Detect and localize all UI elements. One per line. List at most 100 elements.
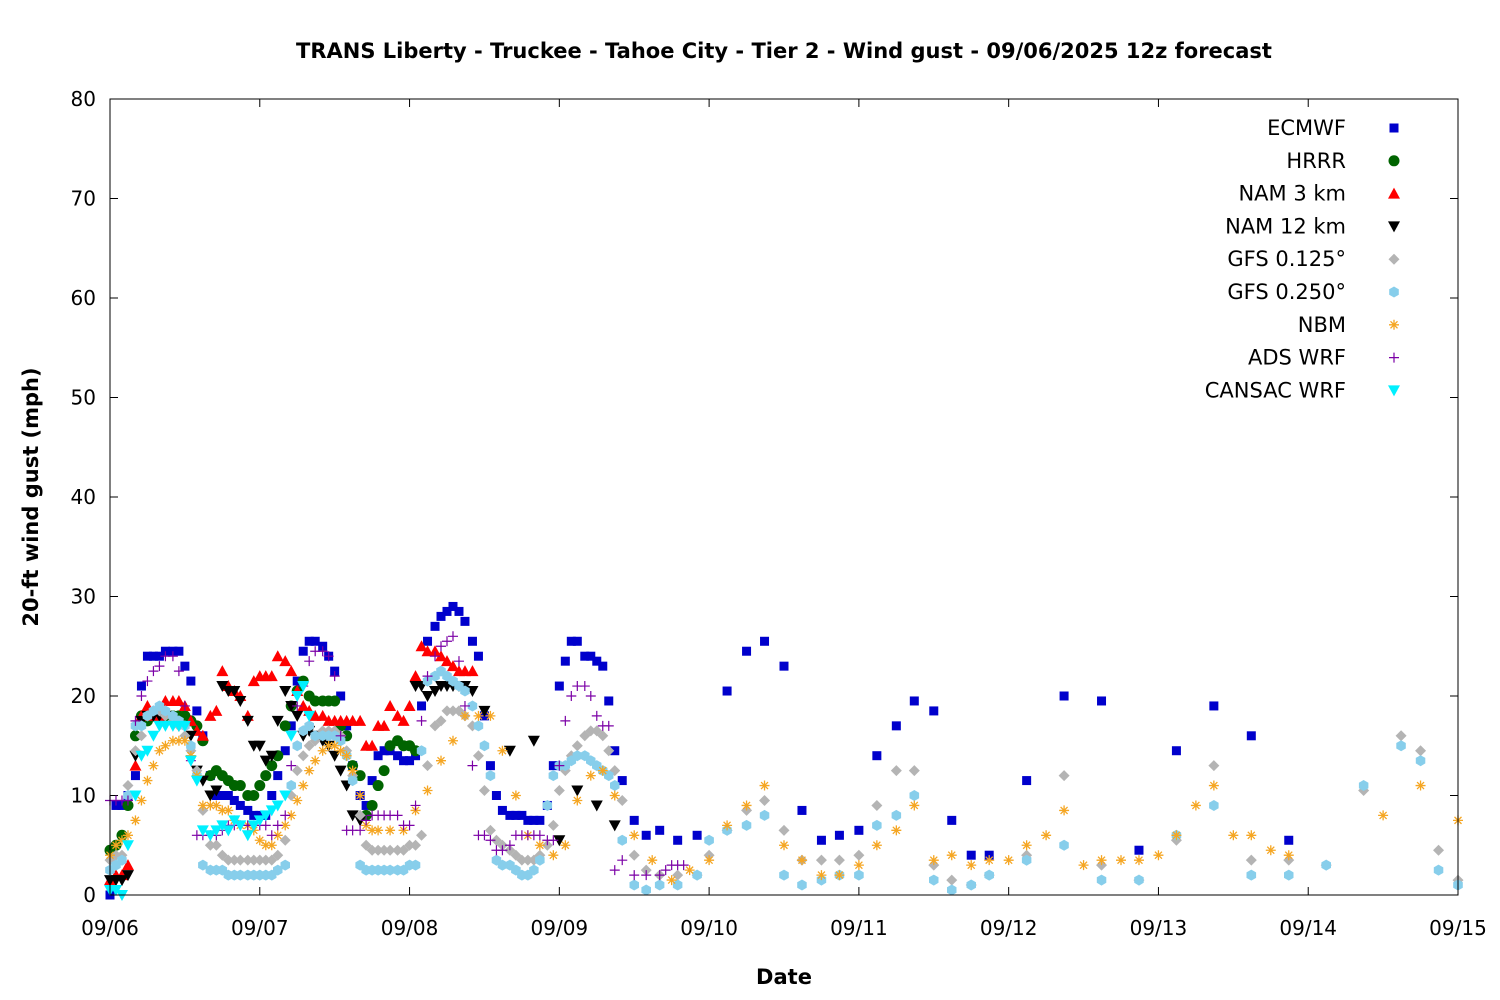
data-point [742,820,752,831]
data-point [853,850,864,861]
x-tick-label: 09/13 [1130,916,1188,940]
data-point [1247,870,1257,881]
data-point [280,835,291,846]
data-point [410,670,422,681]
legend-label: HRRR [1286,149,1346,173]
data-point [535,830,545,840]
data-point [929,706,938,715]
data-point [655,870,665,880]
data-point [280,720,291,731]
data-point [467,761,477,771]
data-point [1134,855,1144,865]
legend-label: CANSAC WRF [1205,378,1346,402]
legend-marker [1389,320,1399,330]
data-point [293,740,303,751]
data-point [947,816,956,825]
data-point [1022,840,1032,850]
data-point [405,820,415,830]
x-tick-label: 09/10 [680,916,738,940]
data-point [486,761,495,770]
data-point [192,706,201,715]
data-point [704,835,714,846]
data-point [354,715,366,726]
data-point [1097,875,1107,886]
data-point [966,860,976,870]
data-point [572,740,583,751]
data-point [511,791,521,801]
data-point [137,682,146,691]
y-tick-label: 30 [71,585,96,609]
data-point [1246,855,1257,866]
data-point [123,830,133,840]
data-point [642,831,651,840]
x-tick-label: 09/11 [830,916,888,940]
data-point [1247,731,1256,740]
data-point [393,810,403,820]
data-point [1284,836,1293,845]
legend-marker [1389,254,1400,265]
data-point [329,695,340,706]
data-point [422,760,433,771]
data-point [136,691,146,701]
data-point [335,766,347,777]
data-point [336,746,346,756]
data-point [586,771,596,781]
data-point [436,756,446,766]
data-point [967,880,977,891]
data-point [285,731,297,742]
data-point [1060,692,1069,701]
data-point [355,825,365,835]
x-tick-label: 09/15 [1429,916,1487,940]
data-point [797,880,807,891]
data-point [679,860,689,870]
data-point [291,711,303,722]
legend-label: NAM 12 km [1225,214,1346,238]
legend-label: NAM 3 km [1238,182,1346,206]
data-point [693,831,702,840]
data-point [485,835,495,845]
data-point [304,766,314,776]
data-point [379,765,390,776]
data-point [759,795,770,806]
data-point [355,791,365,801]
data-point [1134,875,1144,886]
data-point [422,691,434,702]
data-point [618,835,628,846]
data-point [142,776,152,786]
data-point [566,691,576,701]
legend-marker [1388,221,1400,232]
data-point [1041,830,1051,840]
data-point [1209,800,1219,811]
data-point [655,826,664,835]
data-point [984,870,994,881]
x-tick-label: 09/14 [1279,916,1337,940]
legend-label: NBM [1298,313,1346,337]
data-point [816,855,827,866]
data-point [910,696,919,705]
data-point [304,656,314,666]
data-point [292,765,303,776]
data-point [854,826,863,835]
data-point [385,825,395,835]
y-tick-label: 10 [71,784,96,808]
data-point [211,840,222,851]
data-point [535,816,544,825]
data-point [797,855,807,865]
data-point [1433,845,1444,856]
data-point [872,820,882,831]
data-point [598,766,608,776]
data-point [779,870,789,881]
data-point [834,870,844,880]
data-point [1396,730,1407,741]
data-point [454,607,463,616]
legend-label: ECMWF [1267,116,1346,140]
data-point [1434,865,1444,876]
data-point [560,716,570,726]
data-point [242,830,254,841]
data-point [384,700,396,711]
x-tick-label: 09/12 [980,916,1038,940]
data-point [617,795,628,806]
data-point [760,810,770,821]
data-point [492,791,501,800]
data-point [460,617,469,626]
